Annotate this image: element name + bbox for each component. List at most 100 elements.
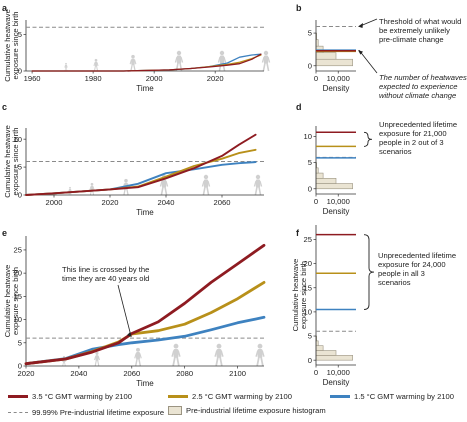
figure-leg bbox=[256, 357, 260, 367]
figure-leg bbox=[262, 62, 266, 72]
arrowhead bbox=[358, 50, 363, 55]
silhouette-figure bbox=[129, 54, 137, 72]
y-tick-label: 15 bbox=[14, 292, 22, 301]
annotation-threshold-text: Threshold of what would bbox=[379, 17, 461, 26]
x-tick-label: 2080 bbox=[176, 369, 193, 378]
figure-arm bbox=[261, 350, 265, 357]
figure-leg bbox=[206, 186, 210, 196]
x-tick-label: 2020 bbox=[207, 74, 224, 83]
annotation-brace bbox=[363, 234, 375, 310]
x-tick-label: 1980 bbox=[85, 74, 102, 83]
panel-b: 0 10,000 0 5 b Density Threshold of what would… bbox=[296, 3, 467, 100]
figure-leg bbox=[130, 64, 133, 72]
silhouette-figure bbox=[174, 50, 184, 72]
y-tick-label: 5 bbox=[18, 30, 22, 39]
x-tick-label: 0 bbox=[314, 197, 318, 206]
figure-arm bbox=[201, 180, 205, 187]
panel-label-b: b bbox=[296, 3, 302, 13]
figure-arm bbox=[129, 59, 132, 65]
figure-torso bbox=[95, 355, 99, 361]
figure-arm bbox=[261, 56, 265, 63]
figure-head bbox=[90, 182, 94, 186]
legend-swatch-s35 bbox=[8, 395, 28, 398]
silhouette-figure bbox=[134, 347, 142, 367]
figure-torso bbox=[255, 179, 261, 188]
x-tick-label: 2060 bbox=[214, 198, 231, 207]
figure-head bbox=[219, 50, 225, 56]
annotation-text: exposure for 24,000 bbox=[378, 260, 446, 269]
legend-swatch-s15 bbox=[330, 395, 350, 398]
figure-arm bbox=[180, 56, 184, 63]
annotation-text: scenarios bbox=[379, 147, 412, 156]
figure-torso bbox=[176, 55, 182, 64]
x-axis-title: Time bbox=[136, 379, 154, 388]
y-axis-title: Cumulative heatwave bbox=[291, 259, 300, 332]
histogram-bar bbox=[315, 183, 353, 190]
figure-leg bbox=[172, 357, 176, 367]
legend-label-histogram: Pre-industrial lifetime exposure histogr… bbox=[186, 406, 326, 415]
x-tick-label: 2040 bbox=[70, 369, 87, 378]
figure-head bbox=[94, 58, 98, 62]
legend-label-s15: 1.5 °C GMT warming by 2100 bbox=[354, 392, 454, 401]
figure-leg bbox=[160, 186, 164, 196]
silhouette-figure bbox=[171, 343, 181, 367]
figure-head bbox=[257, 343, 263, 349]
y-tick-label: 0 bbox=[308, 61, 312, 70]
figure-leg bbox=[215, 357, 219, 367]
figure-torso bbox=[219, 55, 225, 64]
figure-leg bbox=[93, 66, 96, 72]
figure-head bbox=[65, 62, 67, 65]
series-line-s25 bbox=[24, 280, 266, 366]
figure-torso bbox=[90, 185, 94, 191]
legend-label-threshold: 99.99% Pre-industrial lifetime exposure bbox=[32, 408, 165, 417]
figure-leg bbox=[176, 357, 180, 367]
silhouette-figure bbox=[261, 50, 271, 72]
y-tick-label: 0 bbox=[18, 362, 22, 371]
arrowhead bbox=[358, 23, 363, 29]
panel-label-d: d bbox=[296, 102, 302, 112]
x-tick-label: 1960 bbox=[24, 74, 41, 83]
x-tick-label: 10,000 bbox=[327, 368, 350, 377]
silhouette-figure bbox=[253, 174, 263, 196]
y-axis-title: exposure since birth bbox=[11, 267, 20, 335]
panel-label-f: f bbox=[296, 228, 300, 238]
figure-arm bbox=[134, 353, 137, 359]
figure-leg bbox=[266, 62, 270, 72]
figure-head bbox=[95, 351, 99, 355]
figure-head bbox=[203, 174, 209, 180]
annotation-text: people in all 3 bbox=[378, 269, 425, 278]
figure-arm bbox=[267, 56, 271, 63]
silhouette-figure bbox=[217, 50, 227, 72]
y-tick-label: 20 bbox=[304, 259, 312, 268]
figure-arm bbox=[174, 56, 178, 63]
silhouette-figure bbox=[201, 174, 211, 196]
y-axis-title: exposure since birth bbox=[11, 12, 20, 80]
y-tick-label: 0 bbox=[308, 356, 312, 365]
silhouette-figure bbox=[94, 351, 100, 367]
panel-label-e: e bbox=[2, 228, 7, 238]
figure-arm bbox=[94, 356, 97, 361]
annotation-text: This line is crossed by the bbox=[62, 265, 149, 274]
x-axis-title: Time bbox=[136, 208, 154, 217]
y-tick-label: 5 bbox=[308, 158, 312, 167]
figure-arm bbox=[66, 65, 68, 68]
figure-torso bbox=[173, 348, 179, 358]
x-tick-label: 2020 bbox=[102, 198, 119, 207]
y-tick-label: 5 bbox=[18, 338, 22, 347]
figure-torso bbox=[263, 55, 269, 64]
figure-torso bbox=[216, 348, 222, 358]
silhouette-figure bbox=[64, 62, 68, 72]
legend-swatch-s25 bbox=[168, 395, 188, 398]
legend: 3.5 °C GMT warming by 2100 2.5 °C GMT wa… bbox=[0, 388, 467, 422]
figure-arm bbox=[97, 356, 100, 361]
annotation-text: people in 2 out of 3 bbox=[379, 138, 444, 147]
figure-leg bbox=[62, 361, 64, 367]
figure-torso bbox=[65, 64, 67, 68]
figure-leg bbox=[202, 186, 206, 196]
x-axis-title: Density bbox=[323, 378, 350, 387]
y-tick-label: 10 bbox=[304, 307, 312, 316]
histogram-bar bbox=[315, 345, 324, 351]
x-tick-label: 2040 bbox=[158, 198, 175, 207]
series-line-s35 bbox=[24, 243, 266, 366]
